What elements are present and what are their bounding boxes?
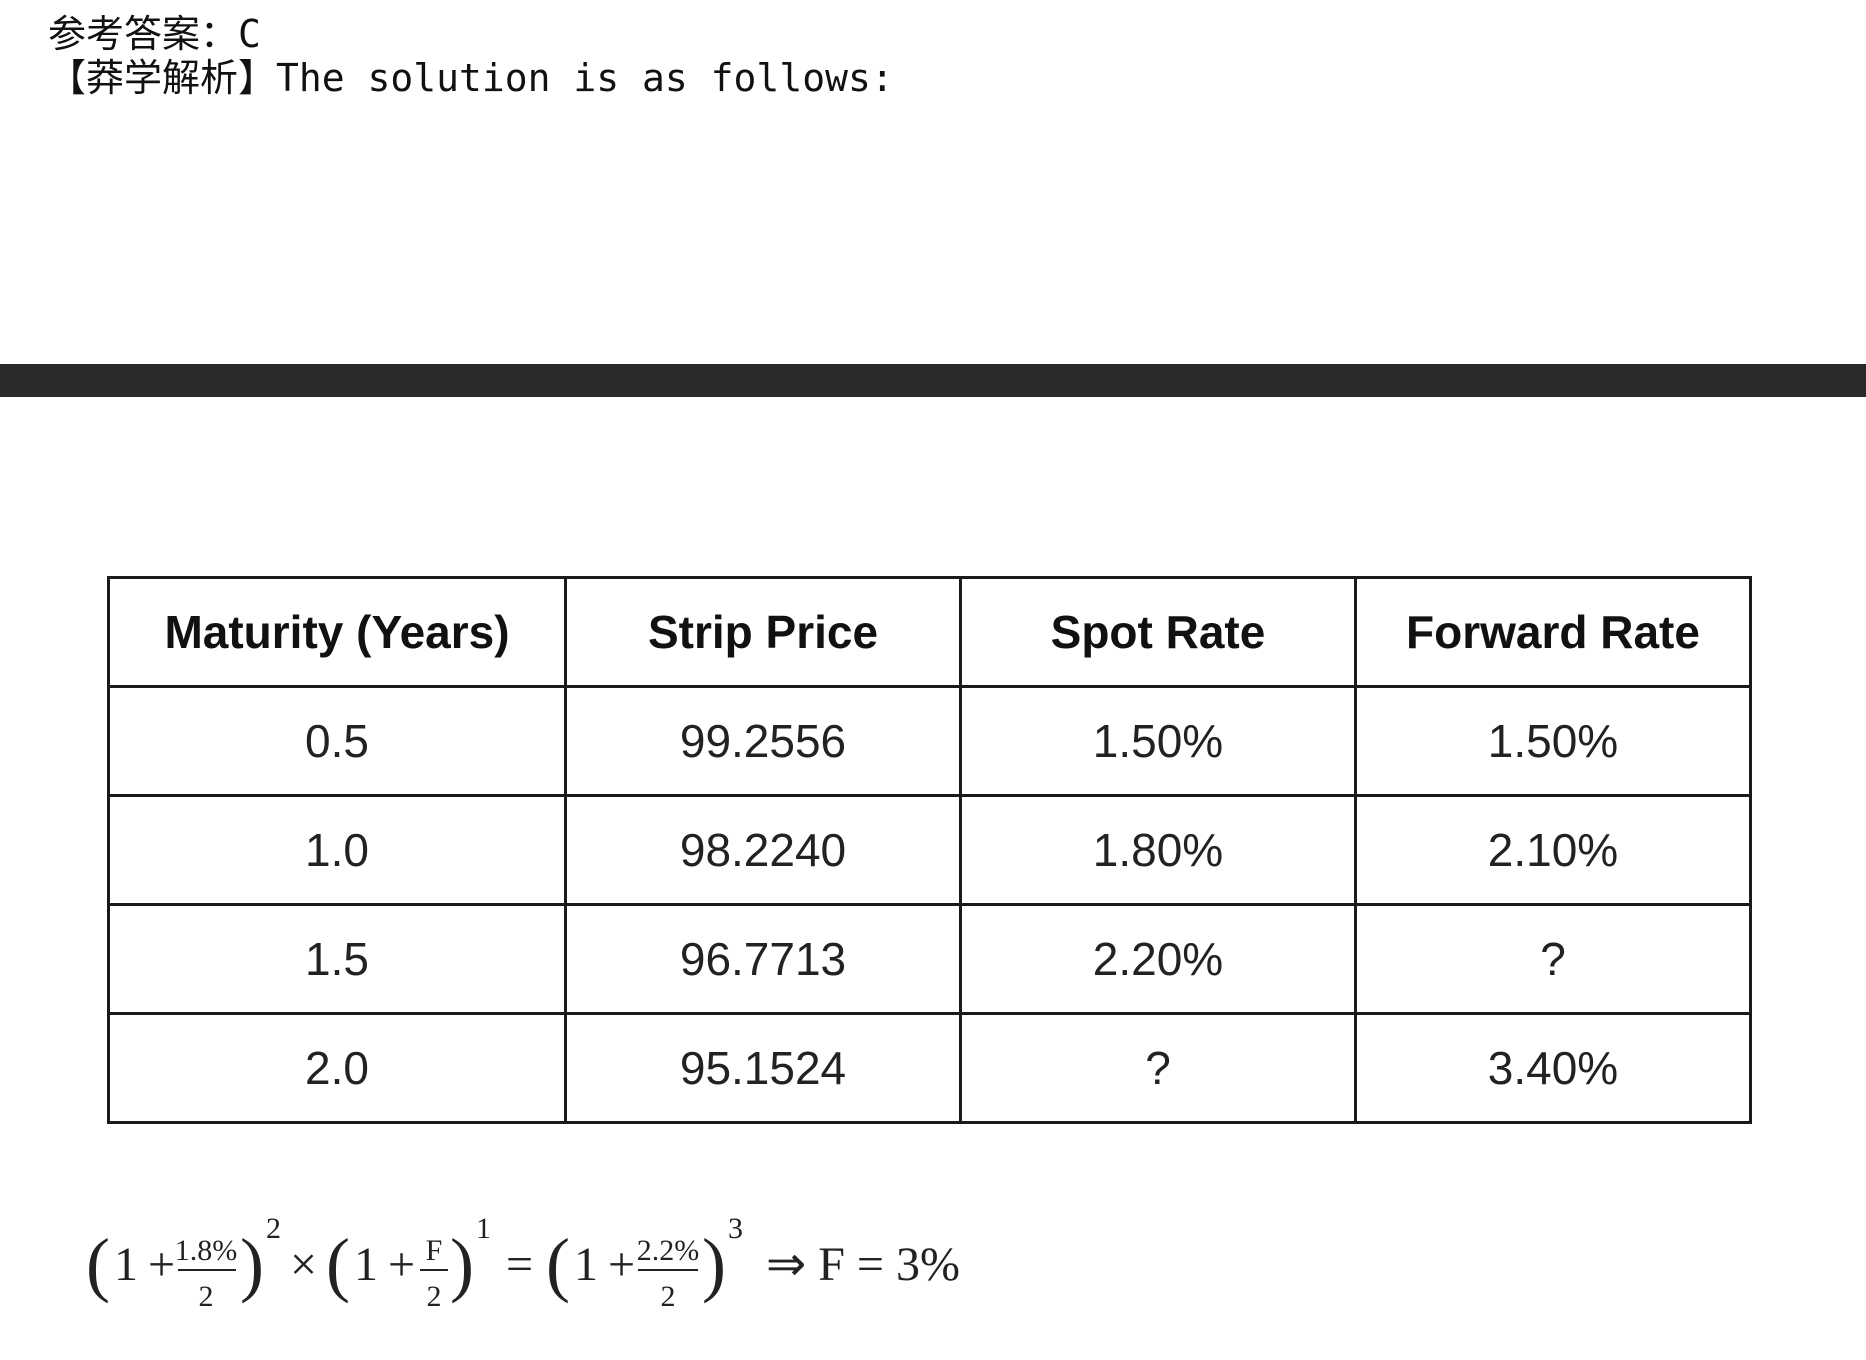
forward-rate-formula: ( 1 + 1.8% 2 ) 2 × ( 1 + F 2 ) 1 = ( 1 +… bbox=[86, 1212, 960, 1313]
table-row: 1.0 98.2240 1.80% 2.10% bbox=[107, 794, 1752, 906]
table-header-row: Maturity (Years) Strip Price Spot Rate F… bbox=[107, 576, 1752, 688]
formula-equals: = bbox=[506, 1238, 533, 1291]
cell-spot-rate: 1.50% bbox=[959, 685, 1357, 797]
formula-one: 1 bbox=[114, 1238, 138, 1291]
formula-denom: 2 bbox=[199, 1280, 214, 1313]
paren-close: ) bbox=[450, 1224, 474, 1304]
cell-maturity: 1.5 bbox=[107, 903, 567, 1015]
formula-one: 1 bbox=[574, 1238, 598, 1291]
paren-close: ) bbox=[240, 1224, 264, 1304]
formula-plus: + bbox=[148, 1238, 175, 1291]
paren-open: ( bbox=[326, 1224, 350, 1304]
cell-strip-price: 96.7713 bbox=[564, 903, 962, 1015]
formula-plus: + bbox=[388, 1238, 415, 1291]
header-strip-price: Strip Price bbox=[564, 576, 962, 688]
answer-line: 参考答案：C bbox=[48, 12, 261, 56]
table-row: 2.0 95.1524 ? 3.40% bbox=[107, 1012, 1752, 1124]
rates-table: Maturity (Years) Strip Price Spot Rate F… bbox=[107, 576, 1752, 1124]
cell-forward-rate: 3.40% bbox=[1354, 1012, 1752, 1124]
table-row: 0.5 99.2556 1.50% 1.50% bbox=[107, 685, 1752, 797]
answer-header: 参考答案：C 【莽学解析】The solution is as follows: bbox=[48, 12, 894, 100]
cell-spot-rate: ? bbox=[959, 1012, 1357, 1124]
cell-spot-rate: 2.20% bbox=[959, 903, 1357, 1015]
header-spot-rate: Spot Rate bbox=[959, 576, 1357, 688]
cell-maturity: 1.0 bbox=[107, 794, 567, 906]
formula-denom: 2 bbox=[661, 1280, 676, 1313]
formula-rate2: 2.2% bbox=[637, 1234, 700, 1267]
cell-strip-price: 98.2240 bbox=[564, 794, 962, 906]
divider-bar bbox=[0, 364, 1866, 397]
paren-open: ( bbox=[546, 1224, 570, 1304]
cell-spot-rate: 1.80% bbox=[959, 794, 1357, 906]
formula-denom: 2 bbox=[427, 1280, 442, 1313]
formula-one: 1 bbox=[354, 1238, 378, 1291]
formula-plus: + bbox=[608, 1238, 635, 1291]
header-forward-rate: Forward Rate bbox=[1354, 576, 1752, 688]
formula-rate1: 1.8% bbox=[175, 1234, 238, 1267]
formula-result: ⇒ F = 3% bbox=[766, 1238, 960, 1291]
cell-forward-rate: ? bbox=[1354, 903, 1752, 1015]
cell-strip-price: 95.1524 bbox=[564, 1012, 962, 1124]
formula-exp1: 2 bbox=[266, 1212, 281, 1245]
analysis-line: 【莽学解析】The solution is as follows: bbox=[48, 56, 894, 100]
formula-F: F bbox=[426, 1234, 443, 1267]
formula-times: × bbox=[290, 1238, 317, 1291]
cell-maturity: 2.0 bbox=[107, 1012, 567, 1124]
cell-maturity: 0.5 bbox=[107, 685, 567, 797]
paren-close: ) bbox=[702, 1224, 726, 1304]
cell-forward-rate: 2.10% bbox=[1354, 794, 1752, 906]
formula-exp2: 1 bbox=[476, 1212, 491, 1245]
cell-strip-price: 99.2556 bbox=[564, 685, 962, 797]
cell-forward-rate: 1.50% bbox=[1354, 685, 1752, 797]
table-row: 1.5 96.7713 2.20% ? bbox=[107, 903, 1752, 1015]
paren-open: ( bbox=[86, 1224, 110, 1304]
formula-exp3: 3 bbox=[728, 1212, 743, 1245]
header-maturity: Maturity (Years) bbox=[107, 576, 567, 688]
